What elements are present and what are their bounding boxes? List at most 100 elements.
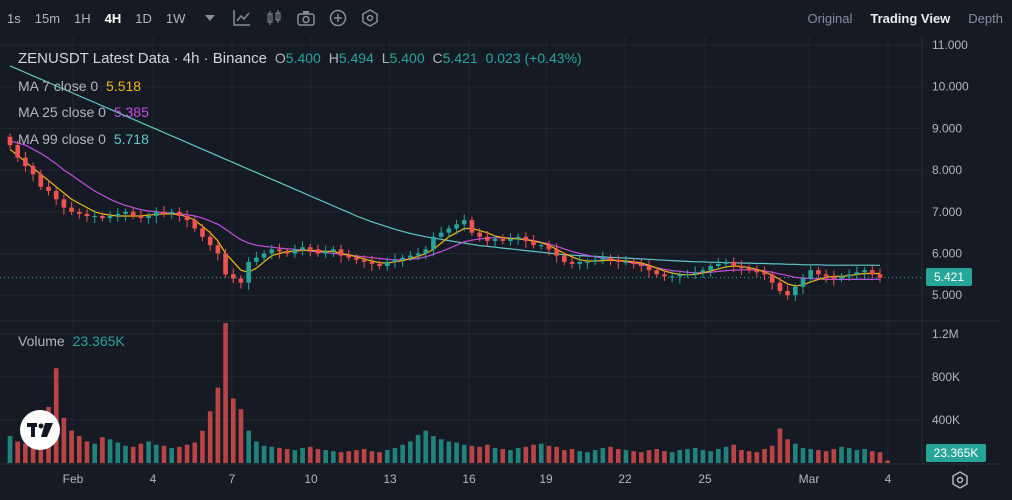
candle-body	[554, 249, 559, 256]
chevron-down-icon[interactable]	[196, 8, 224, 28]
volume-bar	[130, 446, 136, 463]
view-original[interactable]: Original	[807, 10, 853, 26]
candle-body	[646, 266, 652, 271]
camera-icon[interactable]	[292, 8, 320, 28]
volume-bar	[531, 444, 536, 463]
candle-body	[338, 249, 344, 256]
plus-circle-icon[interactable]	[324, 8, 352, 28]
candle-body	[662, 274, 667, 277]
volume-bar	[415, 435, 421, 463]
volume-bar	[631, 451, 636, 463]
candle-body	[839, 276, 844, 279]
candle-body	[123, 211, 128, 214]
tradingview-logo-icon[interactable]	[20, 410, 60, 450]
timeframe-4h[interactable]: 4H	[104, 10, 122, 26]
candle-body	[731, 261, 737, 267]
volume-bar	[669, 452, 675, 463]
price-tick-label: 8.000	[932, 163, 962, 177]
candle-body	[392, 259, 398, 262]
candle-body	[746, 268, 752, 271]
candle-body	[816, 270, 821, 275]
candle-body	[23, 157, 28, 166]
volume-bar	[84, 441, 90, 463]
volume-bar	[307, 446, 313, 463]
candle-body	[53, 190, 59, 200]
volume-bar	[446, 441, 452, 463]
candle-body	[284, 251, 290, 254]
volume-tick-label: 400K	[932, 413, 960, 427]
legend-volume: Volume 23.365K	[18, 333, 129, 349]
x-tick-label: 10	[304, 472, 318, 486]
legend-title: ZENUSDT Latest Data · 4h · Binance	[18, 50, 267, 67]
candle-body	[153, 211, 159, 216]
candle-body	[15, 145, 21, 158]
volume-bar	[230, 398, 236, 463]
candle-body	[546, 245, 552, 250]
legend-change: 0.023 (+0.43%)	[485, 50, 582, 66]
candle-body	[854, 272, 860, 275]
volume-bar	[562, 450, 567, 463]
view-switcher: Original Trading View Depth	[799, 0, 1012, 36]
x-tick-label: Feb	[63, 472, 84, 486]
candle-body	[130, 211, 136, 216]
last-volume-badge: 23.365K	[926, 444, 986, 462]
timeframe-1s[interactable]: 1s	[7, 10, 21, 26]
settings-hex-icon[interactable]	[356, 8, 384, 28]
candle-body	[177, 211, 182, 216]
timeframe-15m[interactable]: 15m	[34, 10, 61, 26]
timeframe-1h[interactable]: 1H	[74, 10, 91, 26]
candle-body	[30, 165, 36, 175]
volume-bar	[692, 447, 698, 463]
candle-body	[438, 232, 444, 237]
volume-bar	[723, 446, 729, 463]
volume-bar	[69, 430, 74, 463]
legend-c-value: 5.421	[442, 50, 478, 66]
indicator-icon[interactable]	[228, 8, 256, 28]
volume-tick-label: 1.2M	[932, 327, 959, 341]
volume-bar	[7, 436, 13, 463]
candle-body	[169, 211, 174, 214]
candle-body	[346, 255, 352, 258]
volume-bar	[408, 441, 413, 463]
volume-bar	[777, 428, 783, 463]
ma25-line	[9, 140, 881, 280]
volume-bar	[708, 451, 713, 463]
volume-bar	[538, 443, 544, 463]
chart-settings-icon[interactable]	[948, 468, 972, 492]
timeframe-1w[interactable]: 1W	[165, 10, 186, 26]
candle-body	[454, 224, 459, 229]
candle-body	[492, 238, 498, 241]
volume-bar	[485, 444, 490, 463]
candle-body	[254, 257, 259, 262]
volume-bar	[192, 442, 198, 463]
candle-body	[538, 245, 544, 247]
volume-bar	[731, 444, 737, 463]
volume-bar	[646, 450, 652, 463]
volume-bar	[269, 446, 275, 463]
candle-body	[500, 238, 506, 241]
timeframe-1d[interactable]: 1D	[135, 10, 152, 26]
candle-body	[461, 220, 467, 225]
candle-body	[261, 253, 267, 258]
legend-l-label: L	[381, 50, 390, 66]
volume-bar	[854, 450, 860, 463]
price-chart[interactable]: Feb 4 7 10 13 16 19 22 25 Mar 4 11.000 10.000 9.000 8.…	[0, 36, 1012, 500]
volume-bar	[223, 323, 228, 463]
view-depth[interactable]: Depth	[968, 10, 1003, 26]
candle-body	[369, 261, 375, 264]
candle-body	[92, 215, 97, 217]
volume-bar	[769, 445, 775, 463]
x-tick-label: 7	[229, 472, 236, 486]
ma25-value: 5.385	[113, 104, 149, 120]
view-trading-view[interactable]: Trading View	[870, 10, 951, 26]
volume-bar	[346, 451, 352, 463]
volume-bar	[254, 441, 259, 463]
ma99-line	[9, 65, 881, 266]
volume-bar	[153, 444, 159, 463]
volume-value: 23.365K	[72, 333, 125, 349]
volume-label: Volume	[18, 333, 65, 349]
candle-body	[615, 259, 621, 262]
volume-bar	[615, 449, 621, 463]
candles-icon[interactable]	[260, 8, 288, 28]
volume-bar	[15, 441, 21, 463]
